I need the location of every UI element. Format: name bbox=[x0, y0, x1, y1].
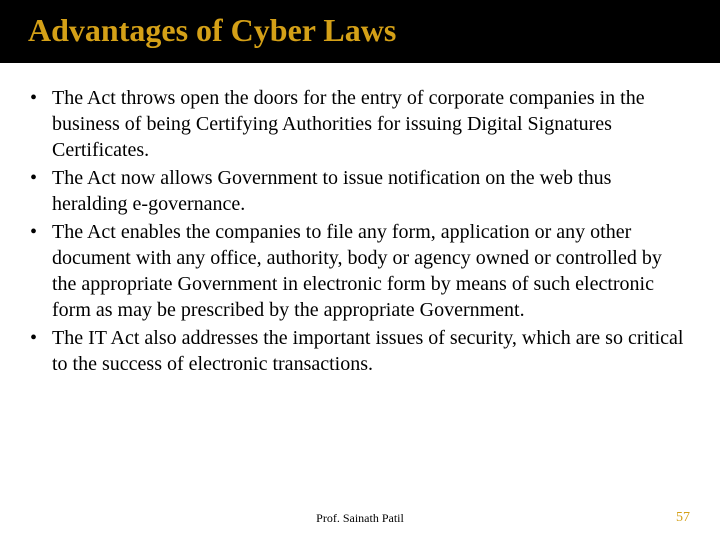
list-item-text: The IT Act also addresses the important … bbox=[52, 325, 690, 377]
page-number: 57 bbox=[676, 510, 690, 526]
slide: Advantages of Cyber Laws • The Act throw… bbox=[0, 0, 720, 540]
list-item-text: The Act throws open the doors for the en… bbox=[52, 85, 690, 163]
bullet-list: • The Act throws open the doors for the … bbox=[30, 85, 690, 377]
slide-title: Advantages of Cyber Laws bbox=[28, 12, 692, 49]
bullet-icon: • bbox=[30, 165, 52, 191]
bullet-icon: • bbox=[30, 325, 52, 351]
list-item: • The IT Act also addresses the importan… bbox=[30, 325, 690, 377]
list-item: • The Act now allows Government to issue… bbox=[30, 165, 690, 217]
list-item: • The Act enables the companies to file … bbox=[30, 219, 690, 323]
footer-author: Prof. Sainath Patil bbox=[316, 511, 404, 526]
list-item-text: The Act enables the companies to file an… bbox=[52, 219, 690, 323]
bullet-icon: • bbox=[30, 219, 52, 245]
footer: Prof. Sainath Patil 57 bbox=[0, 510, 720, 526]
list-item: • The Act throws open the doors for the … bbox=[30, 85, 690, 163]
bullet-icon: • bbox=[30, 85, 52, 111]
slide-body: • The Act throws open the doors for the … bbox=[0, 63, 720, 377]
title-bar: Advantages of Cyber Laws bbox=[0, 0, 720, 63]
list-item-text: The Act now allows Government to issue n… bbox=[52, 165, 690, 217]
